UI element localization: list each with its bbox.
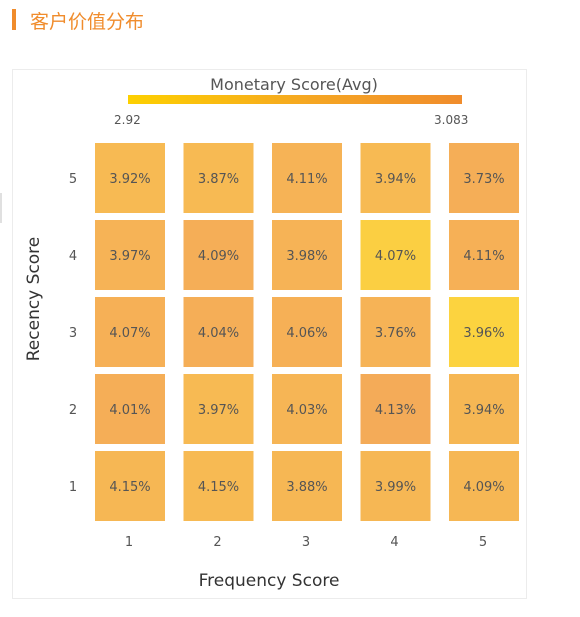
- left-edge-marker: [0, 193, 2, 223]
- heatmap-chart: Monetary Score(Avg) 2.92 3.083 3.92% 3.87…: [24, 75, 519, 591]
- heatmap-cell[interactable]: [272, 297, 342, 367]
- heatmap-cell[interactable]: [183, 374, 254, 444]
- x-axis-label: Frequency Score: [199, 571, 340, 591]
- heatmap-cell[interactable]: [360, 297, 431, 367]
- x-axis-ticks: 1 2 3 4 5: [125, 535, 487, 550]
- legend-max-label: 3.083: [434, 113, 468, 127]
- heatmap-cell[interactable]: [449, 220, 519, 290]
- heatmap-cell[interactable]: [95, 143, 165, 213]
- heatmap-cell-label: 4.11%: [286, 172, 327, 187]
- heatmap-cell-label: 3.96%: [463, 326, 504, 341]
- heatmap-cell-label: 4.09%: [463, 480, 504, 495]
- legend-gradient-bar: [128, 95, 462, 104]
- heatmap-cell-label: 4.09%: [198, 249, 239, 264]
- heatmap-cell[interactable]: [449, 143, 519, 213]
- heatmap-cell[interactable]: [449, 374, 519, 444]
- heatmap-cell[interactable]: [183, 451, 254, 521]
- heatmap-cell[interactable]: [183, 220, 254, 290]
- y-tick-label: 4: [69, 249, 77, 264]
- y-tick-label: 5: [69, 172, 77, 187]
- heatmap-cell-label: 4.06%: [286, 326, 327, 341]
- heatmap-cell[interactable]: [95, 297, 165, 367]
- heatmap-cell-label: 4.03%: [286, 403, 327, 418]
- chart-title: Monetary Score(Avg): [210, 75, 378, 94]
- heatmap-cell[interactable]: [360, 220, 431, 290]
- heatmap-cell-label: 3.94%: [463, 403, 504, 418]
- legend-min-label: 2.92: [114, 113, 141, 127]
- title-accent-bar: [12, 9, 16, 30]
- heatmap-cell-label: 4.01%: [109, 403, 150, 418]
- heatmap-cell-label: 4.15%: [198, 480, 239, 495]
- heatmap-cell[interactable]: [360, 451, 431, 521]
- y-tick-label: 1: [69, 480, 77, 495]
- heatmap-cell[interactable]: [272, 143, 342, 213]
- heatmap-cell-label: 3.76%: [375, 326, 416, 341]
- x-tick-label: 4: [390, 535, 398, 550]
- heatmap-cell-label: 3.98%: [286, 249, 327, 264]
- heatmap-cell[interactable]: [95, 220, 165, 290]
- y-tick-label: 2: [69, 403, 77, 418]
- chart-card: Monetary Score(Avg) 2.92 3.083 3.92% 3.87…: [12, 69, 527, 599]
- heatmap-cell-label: 4.07%: [375, 249, 416, 264]
- heatmap-cell-label: 3.73%: [463, 172, 504, 187]
- heatmap-cell[interactable]: [95, 451, 165, 521]
- x-tick-label: 1: [125, 535, 133, 550]
- heatmap-cell[interactable]: [360, 143, 431, 213]
- heatmap-cell-label: 3.97%: [109, 249, 150, 264]
- y-tick-label: 3: [69, 326, 77, 341]
- heatmap-cell[interactable]: [272, 220, 342, 290]
- x-tick-label: 2: [213, 535, 221, 550]
- heatmap-cells: 3.92% 3.87% 4.11% 3.94% 3.73% 3.97% 4.09% 3.98%…: [95, 143, 519, 521]
- heatmap-cell-label: 4.11%: [463, 249, 504, 264]
- heatmap-cell[interactable]: [95, 374, 165, 444]
- heatmap-cell[interactable]: [183, 143, 254, 213]
- heatmap-cell-label: 3.88%: [286, 480, 327, 495]
- heatmap-cell[interactable]: [272, 374, 342, 444]
- page-title: 客户价值分布: [30, 11, 145, 33]
- heatmap-cell-label: 3.99%: [375, 480, 416, 495]
- x-tick-label: 3: [302, 535, 310, 550]
- heatmap-cell[interactable]: [360, 374, 431, 444]
- heatmap-cell[interactable]: [272, 451, 342, 521]
- heatmap-cell-label: 4.07%: [109, 326, 150, 341]
- heatmap-cell[interactable]: [183, 297, 254, 367]
- heatmap-cell-label: 4.04%: [198, 326, 239, 341]
- x-tick-label: 5: [479, 535, 487, 550]
- y-axis-label: Recency Score: [24, 237, 44, 362]
- heatmap-cell[interactable]: [449, 451, 519, 521]
- heatmap-cell-label: 4.13%: [375, 403, 416, 418]
- heatmap-cell-label: 4.15%: [109, 480, 150, 495]
- y-axis-ticks: 1 2 3 4 5: [69, 172, 77, 495]
- heatmap-cell-label: 3.97%: [198, 403, 239, 418]
- heatmap-cell-label: 3.87%: [198, 172, 239, 187]
- heatmap-cell-label: 3.94%: [375, 172, 416, 187]
- heatmap-cell-label: 3.92%: [109, 172, 150, 187]
- heatmap-cell[interactable]: [449, 297, 519, 367]
